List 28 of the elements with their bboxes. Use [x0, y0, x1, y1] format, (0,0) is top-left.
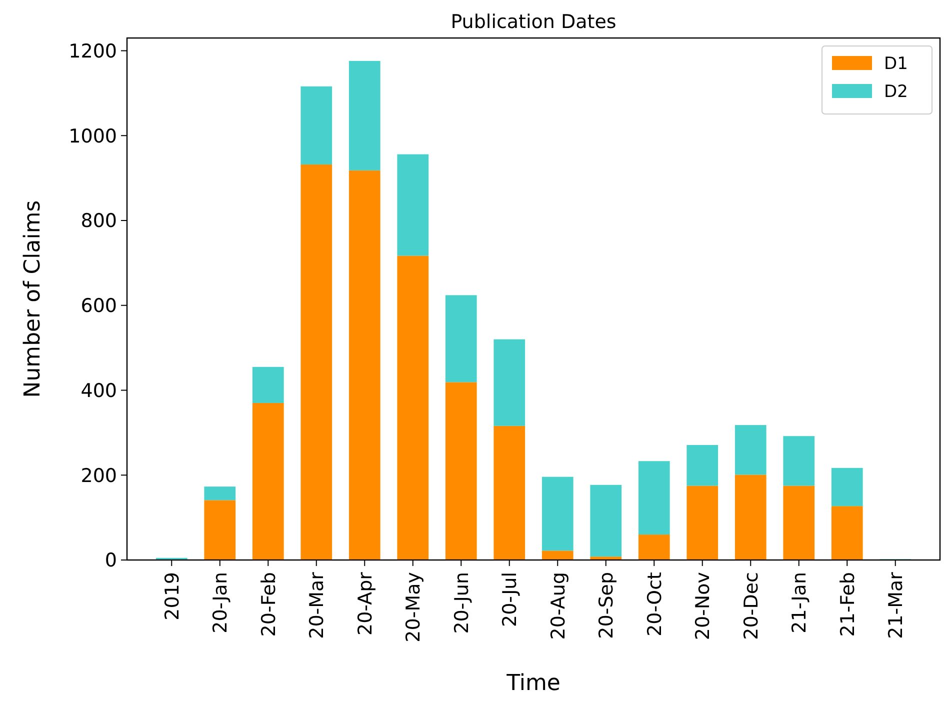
y-tick-label: 400 [80, 380, 117, 402]
x-tick-label: 21-Feb [836, 572, 859, 637]
y-tick-label: 1200 [68, 40, 117, 62]
x-tick-label: 2019 [161, 572, 184, 620]
x-tick-label: 20-Sep [596, 572, 618, 639]
x-tick-label: 21-Mar [885, 572, 908, 639]
y-tick-label: 0 [104, 550, 117, 572]
x-tick-label: 21-Jan [788, 572, 811, 634]
chart-title: Publication Dates [450, 11, 616, 33]
x-tick-label: 20-Nov [692, 572, 714, 640]
x-tick-label: 20-Jun [450, 572, 473, 634]
x-tick-label: 20-Aug [547, 572, 570, 640]
x-tick-label: 20-Oct [644, 572, 666, 636]
x-axis-title: Time [506, 671, 560, 696]
legend-label: D2 [884, 82, 908, 102]
x-tick-label: 20-Jan [210, 572, 232, 634]
x-tick-label: 20-Feb [258, 572, 280, 637]
y-tick-label: 800 [80, 210, 117, 232]
y-axis-title: Number of Claims [20, 200, 46, 398]
x-tick-label: 20-Apr [354, 572, 376, 636]
x-tick-label: 20-May [402, 572, 425, 642]
x-tick-label: 20-Mar [306, 572, 328, 639]
y-tick-label: 200 [80, 464, 117, 487]
legend-label: D1 [884, 54, 908, 74]
y-tick-label: 1000 [68, 125, 117, 148]
x-tick-label: 20-Dec [740, 572, 762, 640]
y-tick-label: 600 [80, 295, 117, 318]
x-tick-label: 20-Jul [499, 572, 522, 628]
